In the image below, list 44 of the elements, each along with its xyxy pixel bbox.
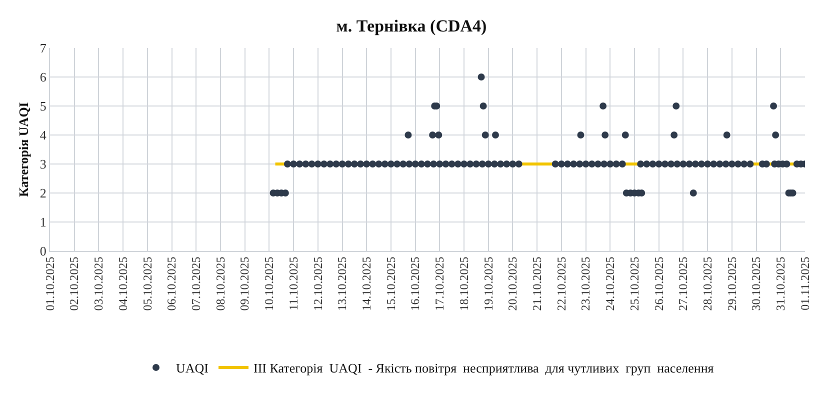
x-tick-label: 13.10.2025 [335,256,350,311]
x-tick-label: 22.10.2025 [554,256,568,311]
x-tick-label: 17.10.2025 [432,256,447,311]
chart-title: м. Тернівка (CDA4) [336,16,487,36]
x-tick-label: 11.10.2025 [286,256,300,310]
legend-label: III Категорія UAQI - Якість повітря несприятлива для чутливих груп населення [254,360,714,376]
x-tick-label: 26.10.2025 [652,256,666,311]
x-tick-label: 16.10.2025 [408,256,422,311]
x-tick-label: 27.10.2025 [676,256,690,311]
x-tick-label: 01.11.2025 [798,256,812,310]
x-tick-label: 18.10.2025 [456,256,471,311]
x-tick-label: 25.10.2025 [627,256,642,311]
x-tick-label: 19.10.2025 [481,256,496,311]
x-tick-label: 03.10.2025 [92,256,106,311]
x-tick-label: 21.10.2025 [530,256,544,311]
x-tick-label: 20.10.2025 [506,256,520,311]
y-tick-label: 3 [40,156,46,172]
x-tick-label: 12.10.2025 [310,256,325,311]
x-tick-label: 02.10.2025 [67,256,82,311]
x-tick-label: 01.10.2025 [42,256,57,311]
x-tick-label: 30.10.2025 [749,256,764,311]
x-tick-label: 15.10.2025 [384,256,398,311]
x-tick-label: 14.10.2025 [360,256,374,311]
y-tick-label: 4 [40,128,47,143]
x-tick-label: 05.10.2025 [140,256,154,311]
y-tick-label: 5 [40,98,46,114]
x-tick-label: 08.10.2025 [213,256,228,311]
legend-label: UAQI [176,360,208,376]
y-tick-label: 0 [40,244,46,259]
y-axis-title: Категорія UAQI [16,102,31,197]
y-tick-label: 2 [40,186,46,201]
x-tick-label: 10.10.2025 [262,256,276,311]
x-tick-label: 23.10.2025 [578,256,593,311]
x-tick-label: 04.10.2025 [116,256,130,311]
x-tick-label: 09.10.2025 [238,256,252,311]
x-tick-label: 28.10.2025 [700,256,714,311]
x-tick-label: 07.10.2025 [189,256,204,311]
y-tick-label: 7 [40,40,47,56]
x-tick-label: 29.10.2025 [724,256,739,311]
y-tick-label: 1 [40,214,46,230]
x-tick-label: 06.10.2025 [164,256,179,311]
y-tick-label: 6 [40,70,47,85]
x-tick-label: 24.10.2025 [603,256,618,311]
x-tick-label: 31.10.2025 [774,256,788,311]
